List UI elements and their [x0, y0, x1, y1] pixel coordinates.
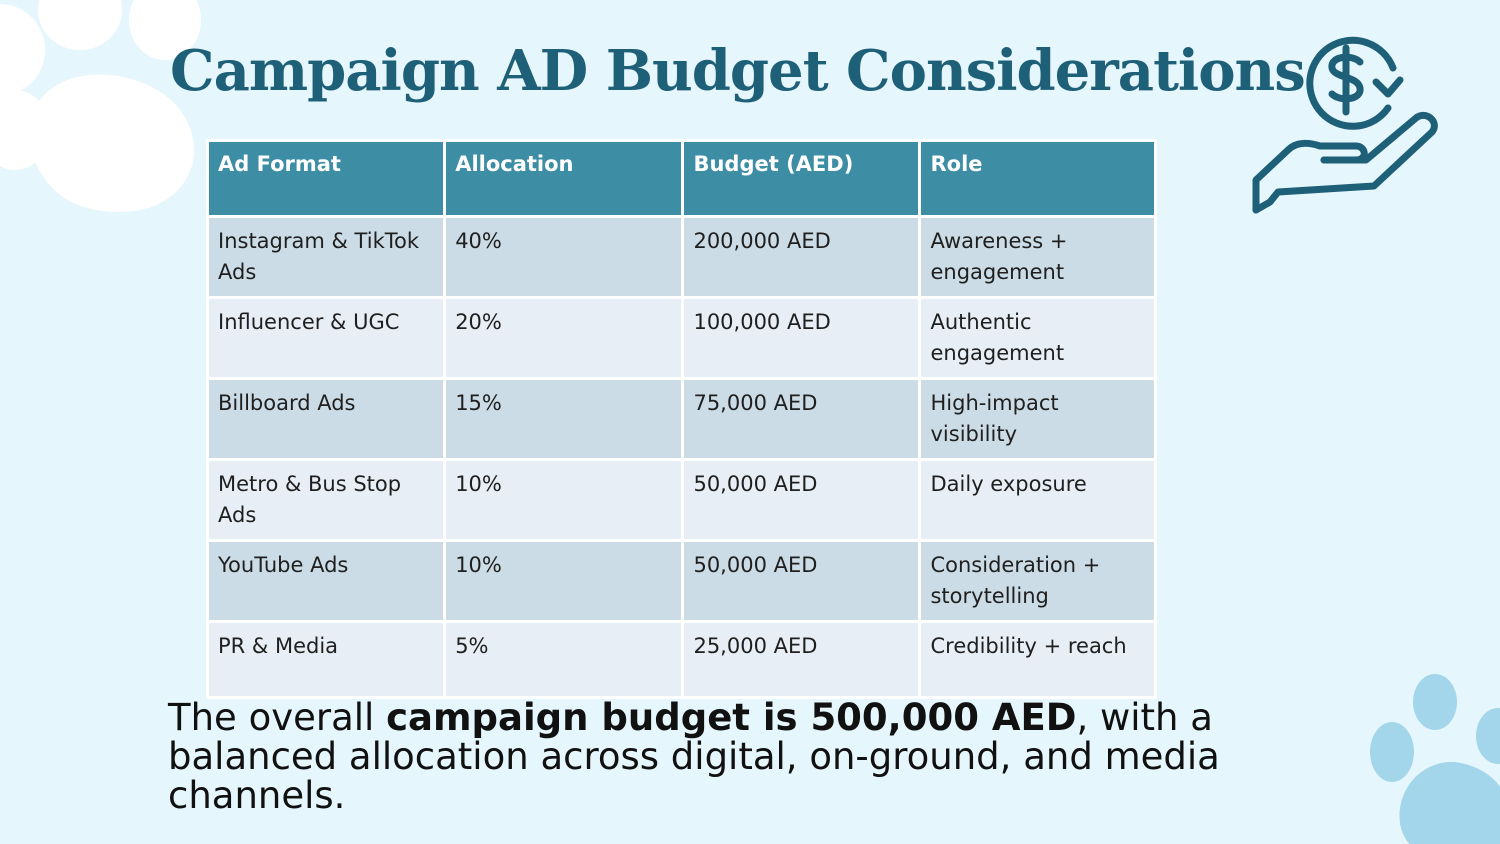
table-row: PR & Media 5% 25,000 AED Credibility + r…: [205, 620, 1157, 699]
cell-budget: 50,000 AED: [681, 458, 922, 542]
column-header-budget: Budget (AED): [681, 139, 922, 218]
hand-holding-dollar-icon: [1252, 36, 1438, 214]
summary-highlight: campaign budget is 500,000 AED: [386, 696, 1077, 739]
summary-prefix: The overall: [168, 696, 387, 739]
cell-ad-format: Metro & Bus Stop Ads: [205, 458, 447, 542]
cell-ad-format: PR & Media: [205, 620, 447, 699]
cell-ad-format: Instagram & TikTok Ads: [205, 215, 447, 299]
cell-role: Daily exposure: [918, 458, 1157, 542]
cell-ad-format: YouTube Ads: [205, 539, 447, 623]
cell-ad-format: Billboard Ads: [205, 377, 447, 461]
column-header-role: Role: [918, 139, 1157, 218]
table-row: Metro & Bus Stop Ads 10% 50,000 AED Dail…: [205, 458, 1157, 542]
cell-allocation: 20%: [443, 296, 685, 380]
table-row: Influencer & UGC 20% 100,000 AED Authent…: [205, 296, 1157, 380]
table-row: Instagram & TikTok Ads 40% 200,000 AED A…: [205, 215, 1157, 299]
cell-allocation: 10%: [443, 458, 685, 542]
cell-role: Authentic engagement: [918, 296, 1157, 380]
cell-allocation: 5%: [443, 620, 685, 699]
page-title: Campaign AD Budget Considerations: [170, 38, 1306, 104]
budget-table: Ad Format Allocation Budget (AED) Role I…: [205, 139, 1157, 699]
cell-allocation: 15%: [443, 377, 685, 461]
cell-allocation: 10%: [443, 539, 685, 623]
summary-suffix: , with a balanced allocation across digi…: [168, 696, 1220, 817]
cell-budget: 100,000 AED: [681, 296, 922, 380]
cell-budget: 50,000 AED: [681, 539, 922, 623]
cell-budget: 75,000 AED: [681, 377, 922, 461]
cell-ad-format: Influencer & UGC: [205, 296, 447, 380]
paw-print-icon: [1370, 674, 1500, 844]
cell-budget: 200,000 AED: [681, 215, 922, 299]
column-header-allocation: Allocation: [443, 139, 685, 218]
table-header-row: Ad Format Allocation Budget (AED) Role: [205, 139, 1157, 218]
paw-print-icon: [0, 0, 201, 212]
summary-text: The overall campaign budget is 500,000 A…: [168, 698, 1318, 815]
cell-role: Credibility + reach: [918, 620, 1157, 699]
cell-budget: 25,000 AED: [681, 620, 922, 699]
column-header-ad-format: Ad Format: [205, 139, 447, 218]
cell-role: Awareness + engagement: [918, 215, 1157, 299]
cell-allocation: 40%: [443, 215, 685, 299]
cell-role: High-impact visibility: [918, 377, 1157, 461]
table-row: YouTube Ads 10% 50,000 AED Consideration…: [205, 539, 1157, 623]
table-row: Billboard Ads 15% 75,000 AED High-impact…: [205, 377, 1157, 461]
cell-role: Consideration + storytelling: [918, 539, 1157, 623]
